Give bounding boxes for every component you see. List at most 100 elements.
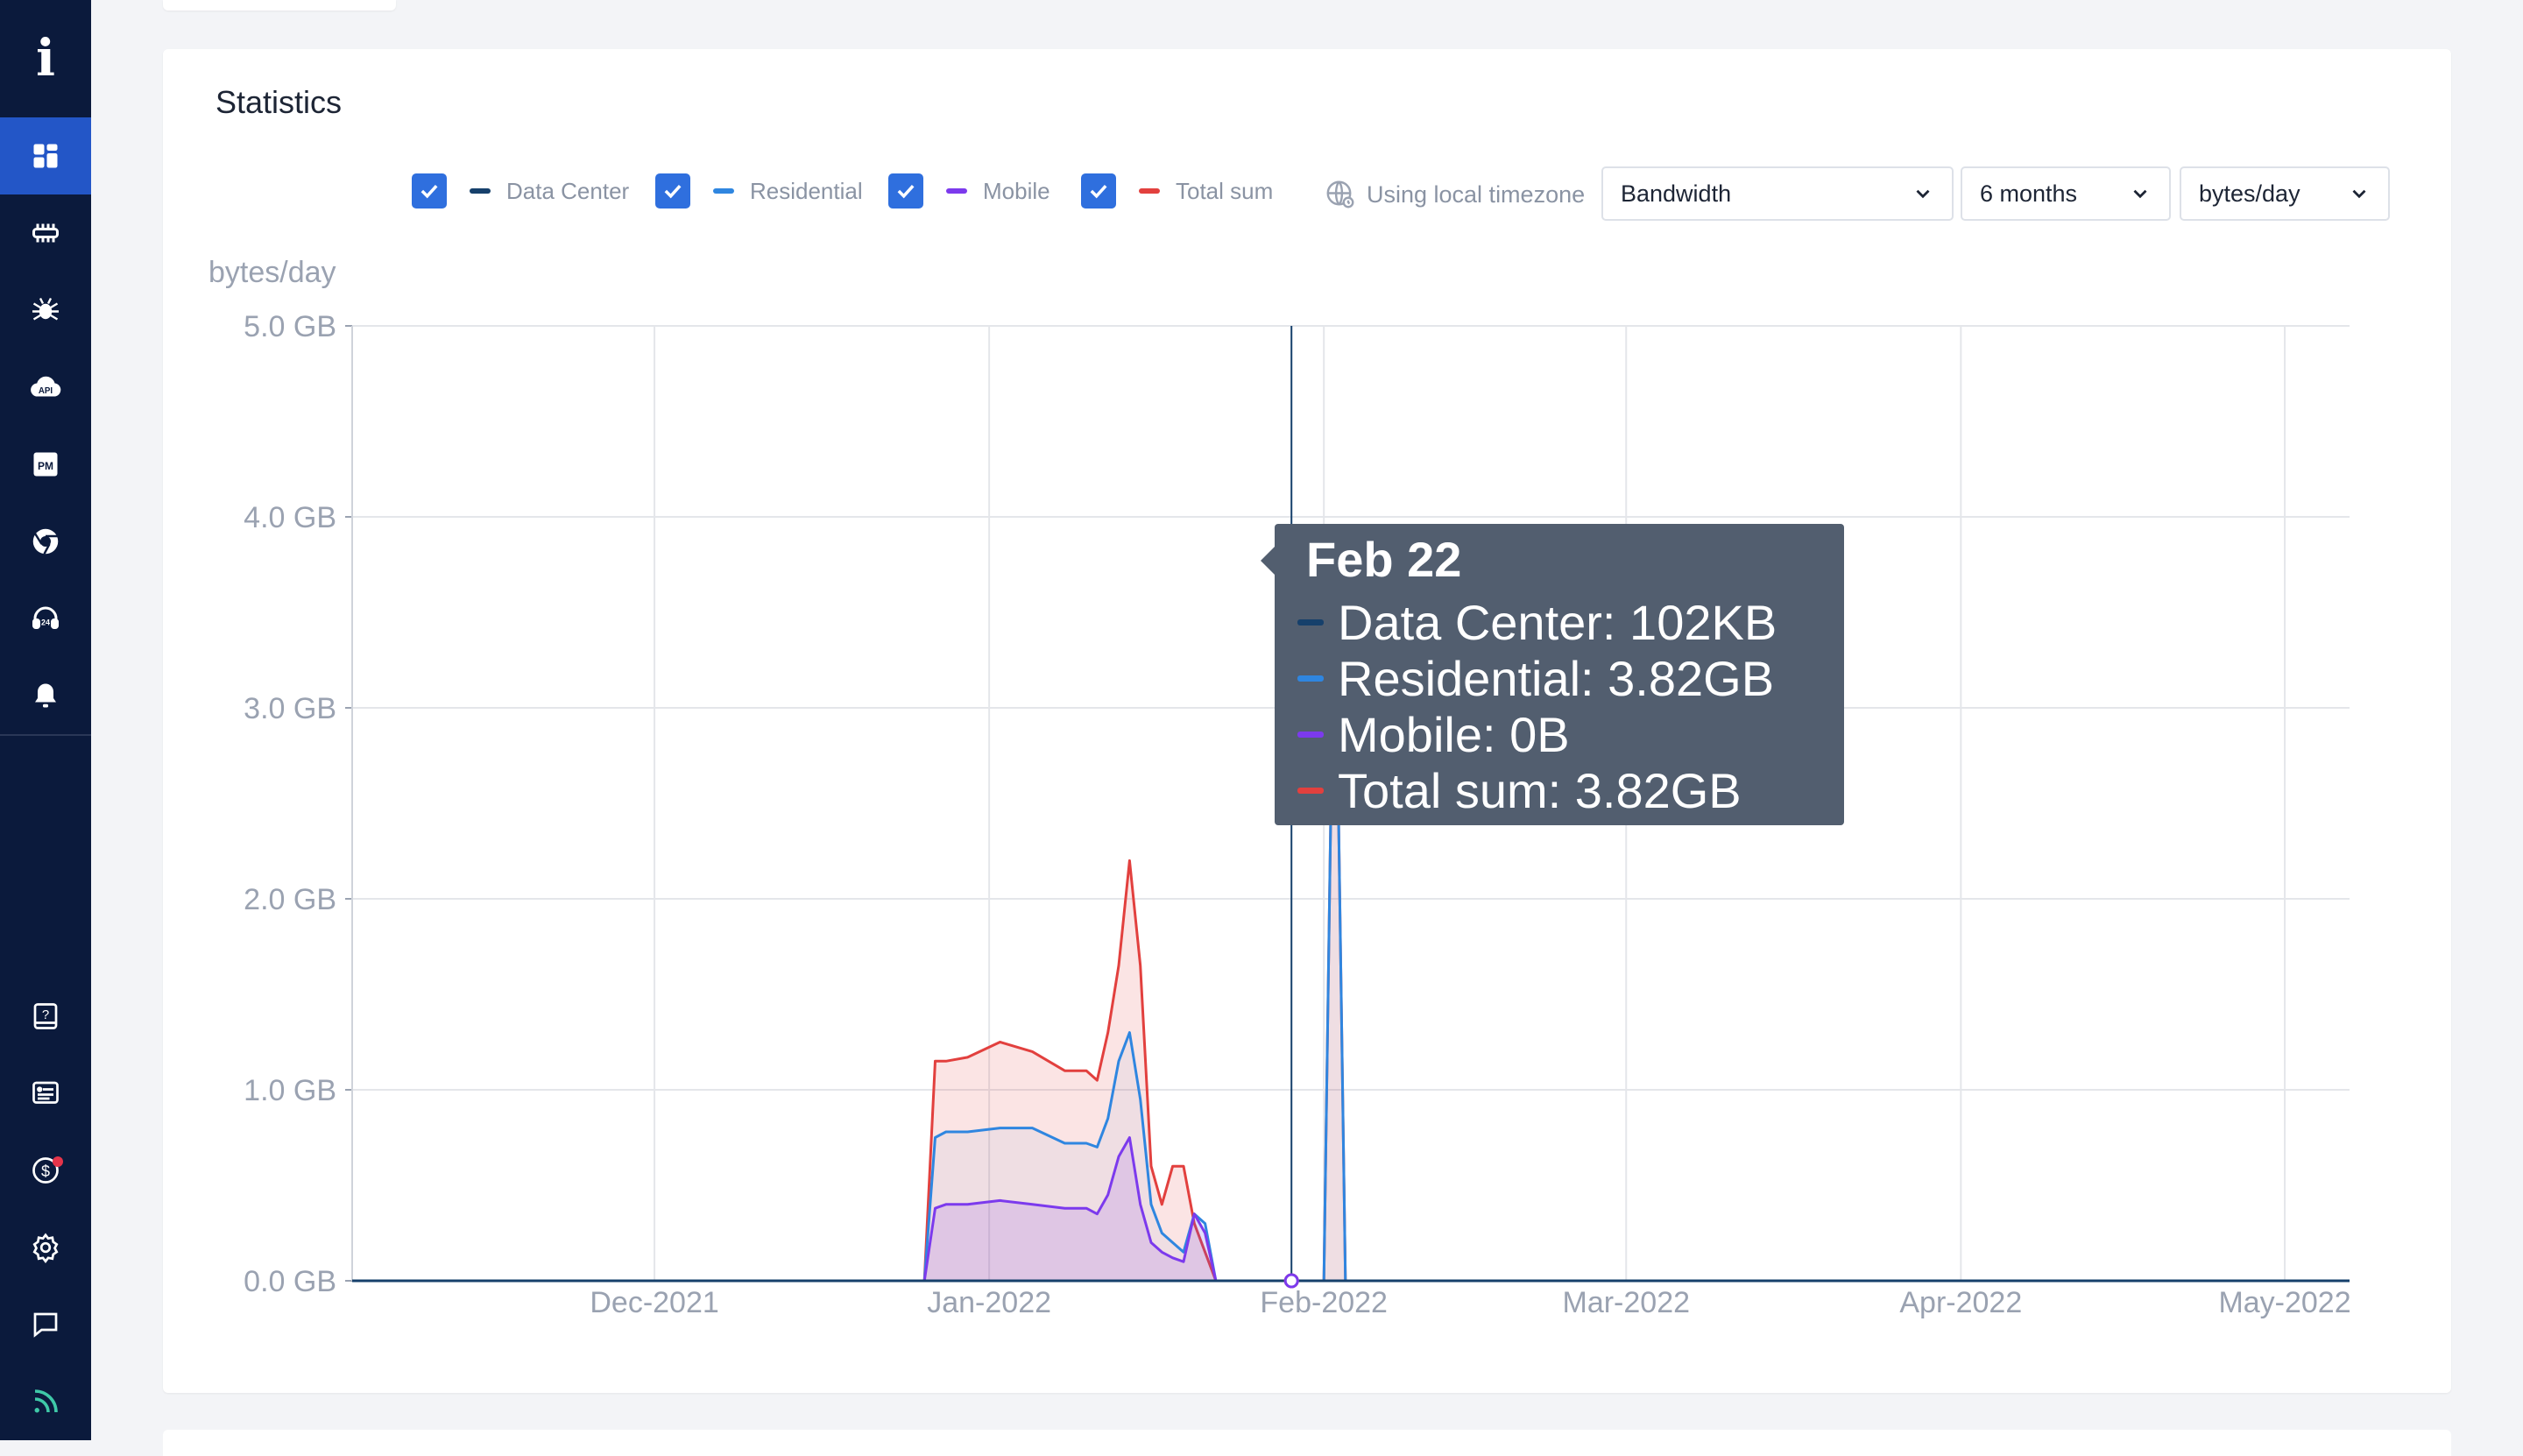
legend-label: Mobile [983, 177, 1050, 204]
svg-text:$: $ [41, 1163, 50, 1180]
sidebar-item-browser[interactable] [0, 503, 91, 580]
legend-swatch [713, 188, 734, 194]
proxy-manager-icon: PM [33, 452, 58, 477]
scraper-icon [32, 297, 59, 321]
tooltip-swatch [1297, 731, 1324, 738]
y-tick-label: 2.0 GB [244, 883, 336, 916]
unit-select-value: bytes/day [2199, 180, 2300, 207]
sidebar-item-proxy-manager[interactable]: PM [0, 426, 91, 503]
docs-icon [32, 1081, 59, 1104]
tooltip-row-label: Residential: 3.82GB [1338, 650, 1775, 706]
x-tick-label: May-2022 [2218, 1286, 2350, 1319]
api-icon: API [31, 376, 61, 397]
tooltip-swatch [1297, 675, 1324, 682]
settings-icon [32, 1233, 59, 1263]
legend-data-center[interactable]: Data Center [412, 172, 629, 210]
legend-mobile[interactable]: Mobile [888, 172, 1050, 210]
legend-swatch [470, 188, 491, 194]
sidebar-item-scraper[interactable] [0, 272, 91, 349]
card-title: Statistics [216, 84, 343, 120]
sidebar: i API PM 24 ? $ [0, 0, 91, 1440]
globe-icon [1326, 180, 1354, 209]
y-tick-label: 4.0 GB [244, 501, 336, 534]
chevron-down-icon [2133, 189, 2147, 199]
sidebar-item-notifications[interactable] [0, 657, 91, 734]
legend-residential[interactable]: Residential [655, 172, 863, 210]
tooltip-swatch [1297, 787, 1324, 794]
checkmark-icon [664, 184, 682, 199]
sidebar-item-support[interactable]: 24 [0, 580, 91, 657]
y-tick-label: 1.0 GB [244, 1074, 336, 1107]
chat-icon [33, 1312, 58, 1338]
billing-icon: $ [32, 1157, 59, 1184]
y-axis-label: bytes/day [208, 256, 336, 289]
range-select-value: 6 months [1980, 180, 2078, 207]
legend-label: Residential [750, 177, 863, 204]
legend-swatch [946, 188, 967, 194]
legend-label: Data Center [506, 177, 630, 204]
legend-checkbox[interactable] [1081, 173, 1116, 209]
sidebar-item-help[interactable]: ? [0, 978, 91, 1055]
svg-text:PM: PM [38, 460, 53, 472]
svg-text:API: API [39, 386, 53, 396]
sidebar-divider [0, 734, 91, 736]
browser-icon [32, 528, 59, 555]
svg-text:?: ? [42, 1007, 49, 1022]
x-tick-label: Feb-2022 [1260, 1286, 1388, 1319]
y-tick-label: 0.0 GB [244, 1265, 336, 1298]
x-tick-label: Dec-2021 [590, 1286, 718, 1319]
metric-select-value: Bandwidth [1621, 180, 1732, 207]
sidebar-item-billing[interactable]: $ [0, 1132, 91, 1209]
sidebar-item-feed[interactable] [0, 1363, 91, 1440]
tooltip-row: Data Center: 102KB [1297, 594, 1777, 650]
unit-select[interactable]: bytes/day [2180, 166, 2390, 221]
tooltip-date: Feb 22 [1306, 532, 1462, 587]
x-tick-label: Jan-2022 [927, 1286, 1051, 1319]
legend-checkbox[interactable] [655, 173, 690, 209]
tooltip-row: Mobile: 0B [1297, 706, 1570, 762]
metric-select[interactable]: Bandwidth [1601, 166, 1954, 221]
y-tick-label: 5.0 GB [244, 310, 336, 343]
y-tick-label: 3.0 GB [244, 692, 336, 725]
legend-total-sum[interactable]: Total sum [1081, 172, 1273, 210]
sidebar-item-chat[interactable] [0, 1286, 91, 1363]
sidebar-item-datacenter[interactable] [0, 194, 91, 272]
help-icon: ? [33, 1003, 58, 1029]
legend-label: Total sum [1176, 177, 1274, 204]
legend-checkbox[interactable] [412, 173, 447, 209]
x-tick-label: Apr-2022 [1899, 1286, 2022, 1319]
tooltip-row: Total sum: 3.82GB [1297, 762, 1742, 818]
tooltip-row-label: Mobile: 0B [1338, 706, 1570, 762]
tooltip-row-label: Total sum: 3.82GB [1338, 762, 1742, 818]
chart-tooltip: Feb 22 Data Center: 102KB Residential: 3… [1261, 524, 1844, 825]
checkmark-icon [897, 184, 915, 199]
legend-swatch [1139, 188, 1160, 194]
sidebar-item-api[interactable]: API [0, 349, 91, 426]
range-select[interactable]: 6 months [1961, 166, 2171, 221]
tooltip-row-label: Data Center: 102KB [1338, 594, 1777, 650]
legend-checkbox[interactable] [888, 173, 923, 209]
chevron-down-icon [2352, 189, 2366, 199]
timezone-note: Using local timezone [1325, 175, 1585, 214]
notifications-icon [35, 683, 56, 708]
billing-alert-dot [53, 1156, 63, 1167]
tooltip-swatch [1297, 618, 1324, 626]
tooltip-row: Residential: 3.82GB [1297, 650, 1774, 706]
sidebar-item-settings[interactable] [0, 1209, 91, 1286]
series-line-mobile [352, 1136, 2350, 1283]
chevron-down-icon [1916, 189, 1930, 199]
previous-card [163, 0, 396, 11]
sidebar-item-docs[interactable] [0, 1055, 91, 1132]
x-tick-label: Mar-2022 [1563, 1286, 1691, 1319]
support-icon: 24 [32, 606, 59, 629]
datacenter-proxies-icon [32, 223, 59, 243]
timezone-label: Using local timezone [1367, 180, 1586, 208]
checkmark-icon [420, 184, 438, 199]
logo[interactable]: i [35, 28, 56, 88]
sidebar-item-dashboard[interactable] [0, 117, 91, 194]
dashboard-icon [33, 144, 58, 168]
checkmark-icon [1090, 184, 1107, 199]
hover-marker-base [1283, 1273, 1299, 1289]
feed-icon [34, 1389, 58, 1413]
